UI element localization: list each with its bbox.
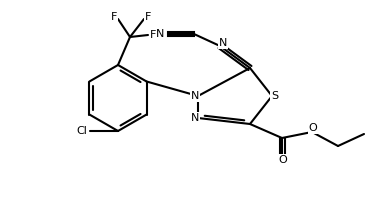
Text: F: F [145,12,151,22]
Text: O: O [279,155,287,165]
Text: F: F [150,30,156,40]
Text: N: N [156,29,164,39]
Text: N: N [191,91,199,101]
Text: S: S [271,91,279,101]
Text: O: O [308,123,318,133]
Text: F: F [111,12,117,22]
Text: N: N [219,38,227,48]
Text: N: N [191,113,199,123]
Text: Cl: Cl [77,126,87,136]
